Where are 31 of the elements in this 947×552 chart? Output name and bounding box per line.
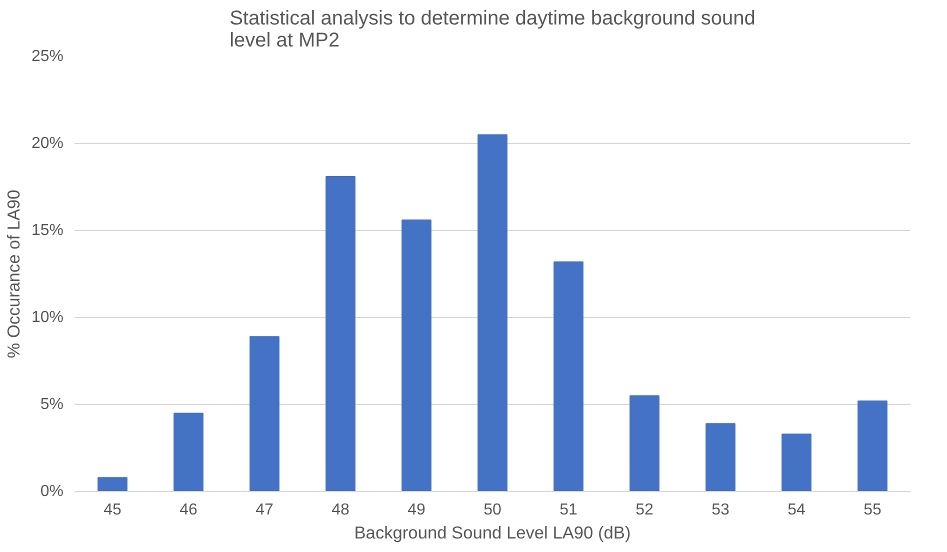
bar — [706, 423, 736, 492]
y-axis-title: % Occurance of LA90 — [3, 190, 24, 358]
x-tick-label: 46 — [180, 502, 198, 518]
chart-title: Statistical analysis to determine daytime background sound level at MP2 — [230, 8, 756, 52]
y-tick-label: 0% — [40, 483, 64, 500]
bar — [98, 477, 128, 492]
x-tick-label: 49 — [408, 502, 426, 518]
x-tick-label: 51 — [560, 502, 578, 518]
x-tick-label: 55 — [864, 502, 882, 518]
y-tick-label: 10% — [31, 309, 64, 326]
bar — [554, 261, 584, 492]
x-tick-label: 53 — [712, 502, 730, 518]
y-tick-label: 5% — [40, 396, 64, 413]
x-tick-label: 48 — [332, 502, 350, 518]
bar — [478, 134, 508, 492]
bar — [782, 434, 812, 492]
x-axis-title: Background Sound Level LA90 (dB) — [354, 522, 631, 542]
x-tick-label: 54 — [788, 502, 806, 518]
x-tick-label: 45 — [104, 502, 122, 518]
x-tick-label: 47 — [256, 502, 274, 518]
x-tick-label: 50 — [484, 502, 502, 518]
bar — [174, 412, 204, 492]
y-tick-label: 25% — [31, 48, 64, 65]
x-tick-label: 52 — [636, 502, 654, 518]
y-tick-label: 20% — [31, 135, 64, 152]
y-tick-label: 15% — [31, 222, 64, 239]
bar — [402, 220, 432, 492]
bar — [630, 395, 660, 492]
bar — [326, 176, 356, 492]
bar — [858, 400, 888, 492]
bar — [250, 336, 280, 492]
